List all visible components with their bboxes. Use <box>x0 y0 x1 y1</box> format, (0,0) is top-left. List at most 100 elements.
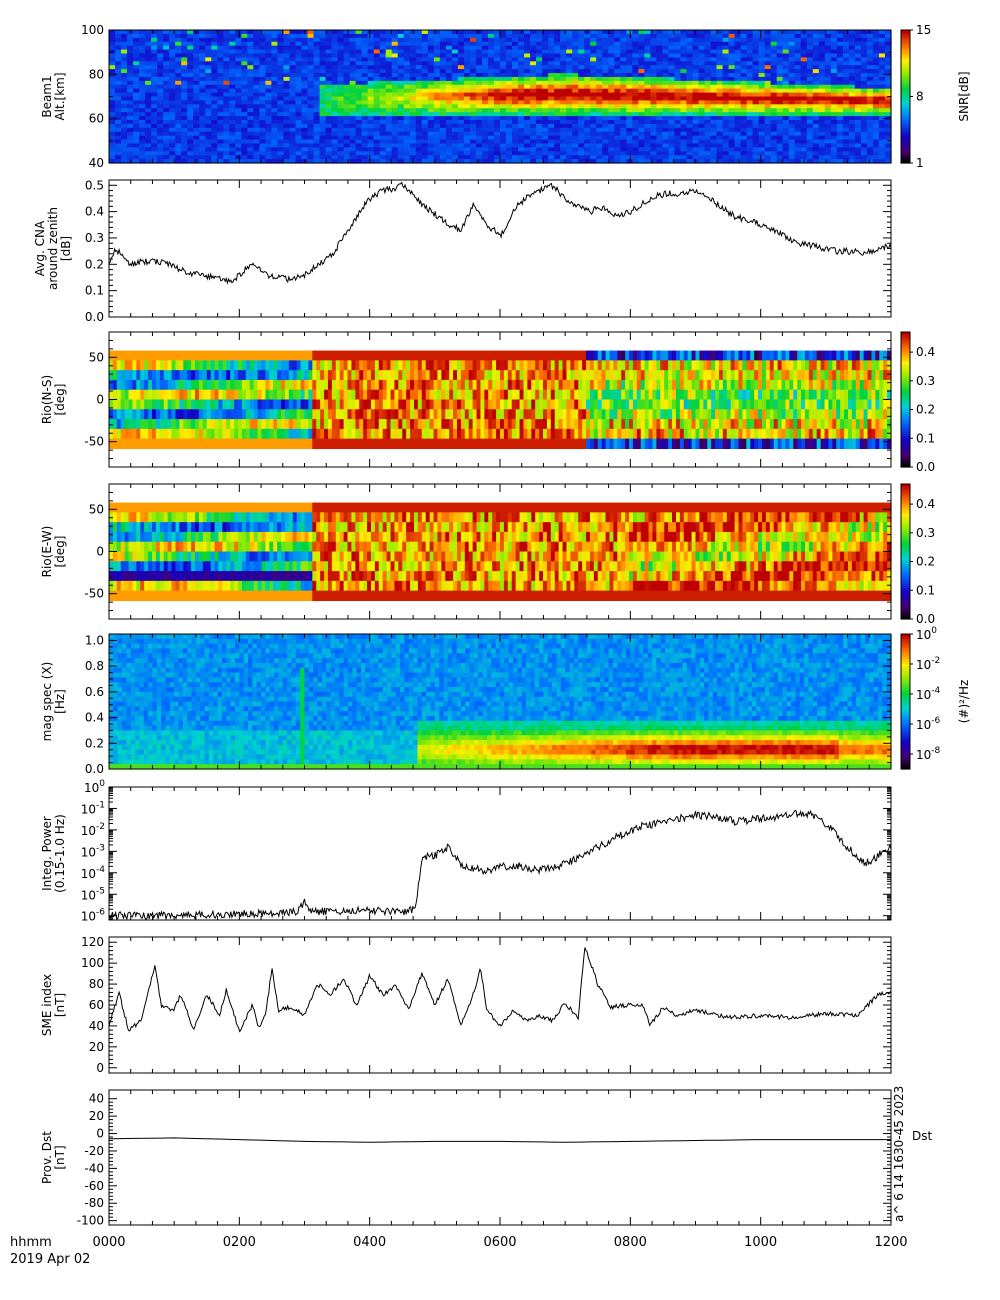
heatmap-cell <box>313 159 321 164</box>
heatmap-cell <box>289 69 297 74</box>
heatmap-cell <box>644 37 651 43</box>
heatmap-cell <box>451 61 459 66</box>
heatmap-cell <box>632 116 639 121</box>
heatmap-cell <box>145 96 152 102</box>
heatmap-cell <box>536 96 543 102</box>
heatmap-cell <box>512 159 519 164</box>
heatmap-cell <box>620 37 627 43</box>
heatmap-cell <box>409 123 417 129</box>
heatmap-cell <box>385 84 393 90</box>
heatmap-cell <box>872 53 880 58</box>
heatmap-cell <box>427 108 435 113</box>
heatmap-cell <box>433 131 441 137</box>
heatmap-cell <box>283 73 291 78</box>
heatmap-cell <box>337 155 345 160</box>
heatmap-cell <box>421 112 429 117</box>
heatmap-cell <box>860 123 868 129</box>
heatmap-cell <box>608 127 615 133</box>
heatmap-cell <box>445 143 453 148</box>
heatmap-cell <box>157 33 164 39</box>
heatmap-cell <box>722 131 730 137</box>
stamp-text: a^ 6 14 1630-45 2023 <box>892 1086 906 1222</box>
heatmap-cell <box>457 123 465 129</box>
heatmap-cell <box>133 139 140 145</box>
heatmap-cell <box>650 45 657 51</box>
heatmap-cell <box>319 88 327 94</box>
heatmap-cell <box>692 80 700 86</box>
heatmap-cell <box>788 100 796 105</box>
heatmap-cell <box>115 30 122 35</box>
heatmap-cell <box>788 139 796 145</box>
heatmap-cell <box>373 69 381 74</box>
heatmap-cell <box>469 88 477 94</box>
heatmap-cell <box>391 131 399 137</box>
heatmap-cell <box>373 100 381 105</box>
heatmap-cell <box>506 104 513 109</box>
heatmap-cell <box>391 151 399 156</box>
heatmap-cell <box>115 151 122 156</box>
heatmap-cell <box>620 139 627 145</box>
heatmap-cell <box>109 30 116 35</box>
heatmap-cell <box>277 100 285 105</box>
heatmap-cell <box>698 84 706 90</box>
heatmap-cell <box>145 151 152 156</box>
heatmap-cell <box>199 37 206 43</box>
heatmap-cell <box>668 37 676 43</box>
heatmap-cell <box>872 96 880 102</box>
heatmap-cell <box>686 96 694 102</box>
heatmap-cell <box>157 139 164 145</box>
heatmap-cell <box>397 61 405 66</box>
heatmap-cell <box>794 123 802 129</box>
heatmap-cell <box>548 41 555 47</box>
heatmap-cell <box>181 143 188 148</box>
heatmap-cell <box>325 33 333 39</box>
heatmap-cell <box>157 76 164 82</box>
heatmap-cell <box>590 76 597 82</box>
heatmap-cell <box>235 41 242 47</box>
heatmap-cell <box>578 61 585 66</box>
heatmap-cell <box>866 112 874 117</box>
heatmap-cell <box>800 104 808 109</box>
heatmap-cell <box>500 147 507 152</box>
heatmap-cell <box>818 84 826 90</box>
heatmap-cell <box>518 147 525 152</box>
heatmap-cell <box>674 108 682 113</box>
heatmap-cell <box>860 96 868 102</box>
heatmap-cell <box>764 65 772 70</box>
heatmap-cell <box>746 61 754 66</box>
heatmap-cell <box>325 53 333 58</box>
heatmap-cell <box>698 112 706 117</box>
heatmap-cell <box>109 147 116 152</box>
heatmap-cell <box>824 30 832 35</box>
heatmap-cell <box>415 37 423 43</box>
heatmap-cell <box>445 49 453 55</box>
heatmap-cell <box>301 57 309 62</box>
heatmap-cell <box>656 57 664 62</box>
heatmap-cell <box>854 92 862 98</box>
heatmap-cell <box>109 104 116 109</box>
heatmap-cell <box>866 147 874 152</box>
heatmap-cell <box>560 104 567 109</box>
heatmap-cell <box>866 80 874 86</box>
heatmap-cell <box>752 119 760 125</box>
heatmap-cell <box>199 159 206 164</box>
heatmap-cell <box>211 61 218 66</box>
heatmap-cell <box>692 100 700 105</box>
heatmap-cell <box>620 45 627 51</box>
heatmap-cell <box>578 53 585 58</box>
heatmap-cell <box>307 131 315 137</box>
heatmap-cell <box>379 104 387 109</box>
heatmap-cell <box>500 76 507 82</box>
heatmap-cell <box>668 159 676 164</box>
heatmap-cell <box>475 37 483 43</box>
heatmap-cell <box>674 30 682 35</box>
heatmap-cell <box>109 88 116 94</box>
heatmap-cell <box>391 84 399 90</box>
heatmap-cell <box>427 33 435 39</box>
heatmap-cell <box>421 135 429 141</box>
heatmap-cell <box>644 139 651 145</box>
heatmap-cell <box>704 147 712 152</box>
heatmap-cell <box>662 116 670 121</box>
heatmap-cell <box>409 73 417 78</box>
heatmap-cell <box>512 139 519 145</box>
